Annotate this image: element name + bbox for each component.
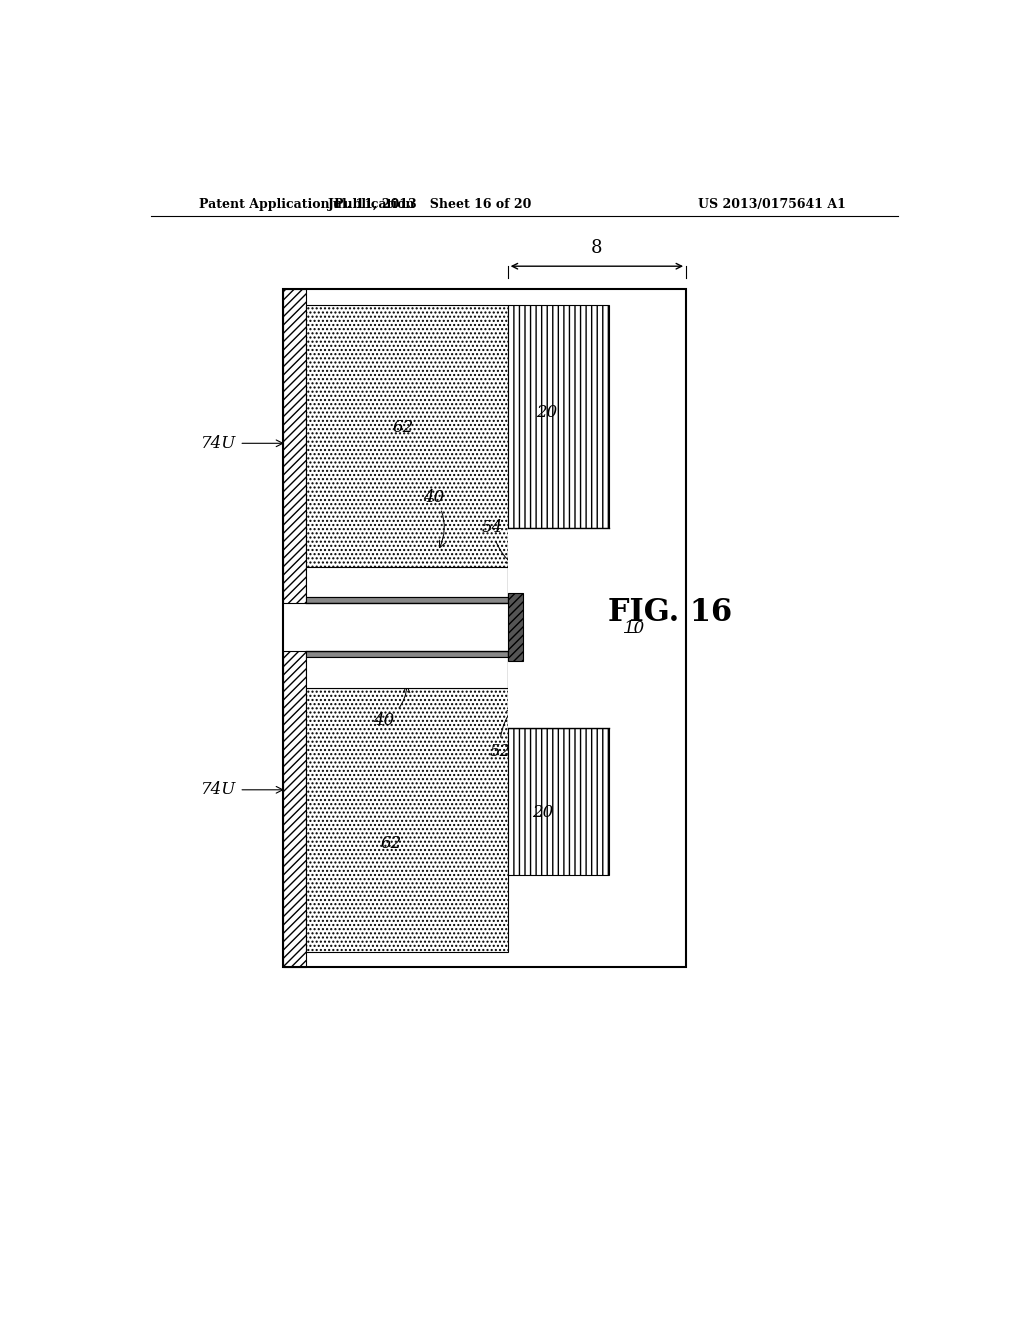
Bar	[283, 289, 306, 603]
Text: 62: 62	[392, 420, 414, 437]
Text: 74G: 74G	[515, 585, 565, 618]
Bar	[306, 603, 508, 651]
Bar	[306, 688, 508, 952]
Text: Patent Application Publication: Patent Application Publication	[200, 198, 415, 211]
Bar	[508, 729, 608, 874]
Text: 20: 20	[536, 404, 557, 421]
Text: 70L: 70L	[529, 635, 571, 664]
Text: 14: 14	[551, 550, 572, 568]
Text: Jul. 11, 2013   Sheet 16 of 20: Jul. 11, 2013 Sheet 16 of 20	[328, 198, 532, 211]
Text: 49: 49	[404, 619, 425, 636]
Bar	[306, 651, 508, 657]
Bar	[508, 528, 608, 729]
Bar	[283, 289, 686, 968]
Bar	[306, 566, 508, 597]
Bar	[306, 657, 508, 688]
Text: 62: 62	[381, 836, 402, 853]
Text: 8: 8	[591, 239, 603, 257]
Text: US 2013/0175641 A1: US 2013/0175641 A1	[697, 198, 846, 211]
Text: FIG. 16: FIG. 16	[608, 597, 732, 628]
Text: 20: 20	[532, 804, 553, 821]
Bar	[508, 651, 550, 729]
Text: 40: 40	[373, 686, 410, 729]
Text: 52: 52	[489, 708, 513, 760]
Bar	[508, 305, 608, 528]
Bar	[523, 595, 534, 659]
Bar	[550, 536, 571, 597]
Bar	[508, 536, 550, 597]
Text: 74U: 74U	[202, 781, 283, 799]
Text: 40: 40	[424, 488, 445, 548]
Bar	[306, 305, 508, 566]
Bar	[550, 651, 571, 729]
Bar	[508, 597, 571, 603]
Text: 54: 54	[481, 520, 512, 564]
Bar	[508, 651, 571, 657]
Text: 10: 10	[624, 620, 645, 638]
Bar	[283, 651, 306, 966]
Bar	[508, 594, 523, 661]
Bar	[306, 597, 508, 603]
Text: 74U: 74U	[202, 434, 283, 451]
Text: 12: 12	[551, 677, 572, 694]
